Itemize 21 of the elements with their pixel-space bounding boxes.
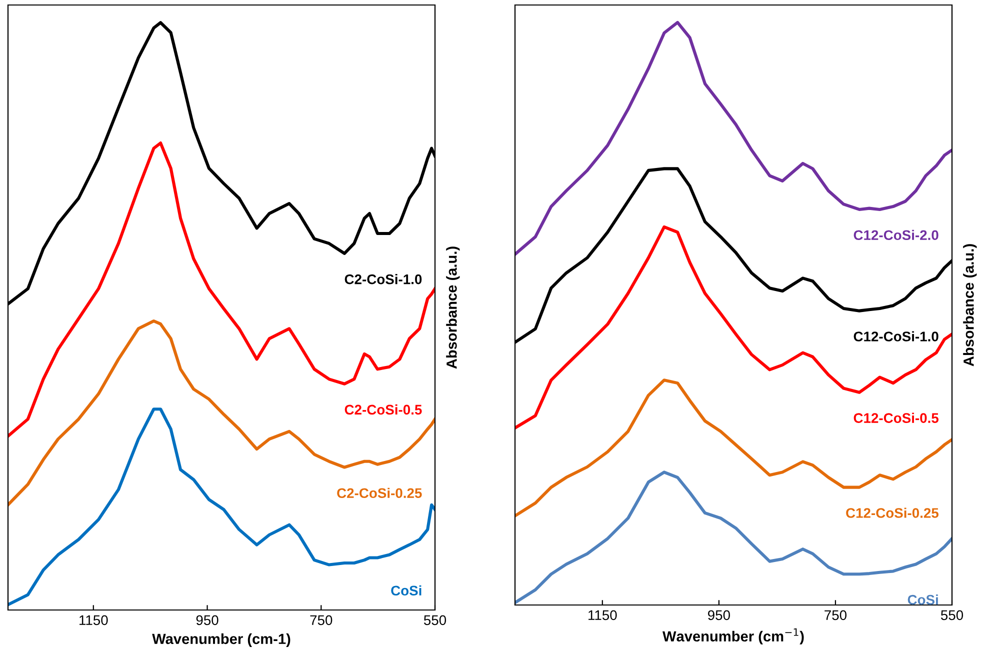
series-label: C2-CoSi-1.0 [344,274,422,284]
series-label: C12-CoSi-0.5 [854,412,939,423]
x-tick-label: 1150 [588,610,617,620]
x-axis-title: Wavenumber (cm-1) [152,633,290,647]
series-label: C2-CoSi-0.5 [344,404,422,415]
x-tick-label: 950 [708,610,730,620]
series-label: C12-CoSi-1.0 [854,331,938,342]
y-axis-title: Absorbance (a.u.) [446,246,460,369]
series-label: C12-CoSi-2.0 [854,230,938,240]
x-tick-label: 1150 [80,615,108,626]
x-tick-label: 950 [196,615,218,626]
series-label: C12-CoSi-0.25 [846,508,939,518]
y-axis-title: Absorbance (a.u.) [963,244,977,366]
x-axis-title: Wavenumber (cm$^{−1}$) [662,628,804,644]
x-tick-label: 750 [310,615,332,626]
x-tick-label: 750 [824,610,847,620]
series-label: CoSi [908,594,938,605]
text: CoSi [391,585,422,596]
x-tick-label: 550 [424,615,446,626]
series-label: C2-CoSi-0.25 [337,488,422,498]
x-tick-label: 550 [940,610,964,620]
